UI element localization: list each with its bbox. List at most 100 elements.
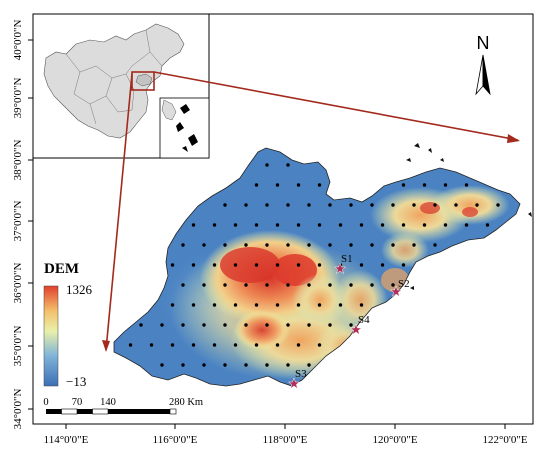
sample-point [212,303,217,307]
connector-arrows [102,71,520,352]
sample-point [380,263,385,267]
north-label: N [477,33,490,53]
sample-point [296,263,301,267]
scale-segment [77,409,93,414]
sea-inset-coast [161,99,177,121]
lon-tick-label: 120°0'0"E [372,434,417,446]
sample-point [286,323,290,327]
sample-point [265,363,269,367]
connector-line-left [105,73,133,351]
sample-point [212,223,217,227]
sample-point [212,343,217,347]
sample-point [244,363,248,367]
sample-point [254,183,259,187]
arrowhead-left [102,340,110,352]
sample-point [212,263,217,267]
sample-point [202,363,206,367]
sample-point [422,223,427,227]
sample-point [181,283,185,287]
sample-point [160,323,164,327]
sample-point [401,263,406,267]
sample-point [244,243,248,247]
sample-point [254,303,259,307]
star-icon [287,377,301,390]
sample-point [328,323,332,327]
sample-point [349,283,353,287]
sample-point [359,223,364,227]
sample-point [149,343,154,347]
lon-tick-label: 122°0'0"E [482,434,527,446]
lon-tick-label: 118°0'0"E [263,434,308,446]
sample-point [307,203,311,207]
legend-max-label: 1326 [66,282,93,297]
sample-point [349,243,353,247]
sample-point [275,223,280,227]
sample-point [317,263,322,267]
sample-point [433,243,437,247]
site-s1: S1 [333,253,353,275]
sample-point [191,303,196,307]
sample-point [307,243,311,247]
sample-point [359,303,364,307]
sample-point [191,263,196,267]
lon-tick-label: 114°0'0"E [44,434,89,446]
sample-point [380,223,385,227]
scale-segment [61,408,78,415]
scale-label: 280 Km [169,397,203,408]
sample-point [286,163,290,167]
sample-point [401,183,406,187]
sample-point [275,183,280,187]
star-icon [349,323,363,336]
sample-point [202,323,206,327]
sample-point [359,263,364,267]
site-label: S2 [398,278,410,290]
sample-point [296,223,301,227]
shandong-inset-shape [135,73,153,87]
sample-point [191,223,196,227]
sample-point [223,243,227,247]
sample-point [433,203,437,207]
scale-bar: 0 70 140 280 Km [43,397,203,415]
sample-point [275,303,280,307]
sample-point [160,363,164,367]
sample-point [181,323,185,327]
sample-point [349,323,353,327]
lon-tick-label: 116°0'0"E [153,434,198,446]
sample-point [328,243,332,247]
sample-point [328,203,332,207]
sample-point [475,203,479,207]
sample-point [317,183,322,187]
sample-point [244,323,248,327]
sample-points [128,163,500,367]
sample-point [422,183,427,187]
sample-point [170,303,175,307]
sample-point [265,323,269,327]
sample-point [265,163,269,167]
sample-point [307,363,311,367]
site-label: S1 [341,253,353,265]
sample-point [244,203,248,207]
study-area-dem [113,143,532,387]
lat-tick-label: 35°0'0"N [12,326,24,367]
lat-tick-label: 39°0'0"N [12,78,24,119]
sample-point [254,263,259,267]
sample-point [412,203,416,207]
north-arrow: N [475,33,491,96]
sample-point [233,223,238,227]
sample-point [233,263,238,267]
sample-point [223,203,227,207]
sample-point [443,183,448,187]
sample-point [370,203,374,207]
latitude-ticks: 40°0'0"N 39°0'0"N 38°0'0"N 37°0'0"N 36°0… [12,20,33,429]
site-label: S3 [295,368,307,380]
sample-point [454,203,458,207]
inset-china-map [32,13,210,159]
longitude-ticks: 114°0'0"E 116°0'0"E 118°0'0"E 120°0'0"E … [44,424,528,446]
sea-islands [176,104,198,152]
sample-point [496,203,500,207]
sample-point [202,243,206,247]
sample-point [254,343,259,347]
star-icon [389,285,403,298]
sample-point [128,343,133,347]
